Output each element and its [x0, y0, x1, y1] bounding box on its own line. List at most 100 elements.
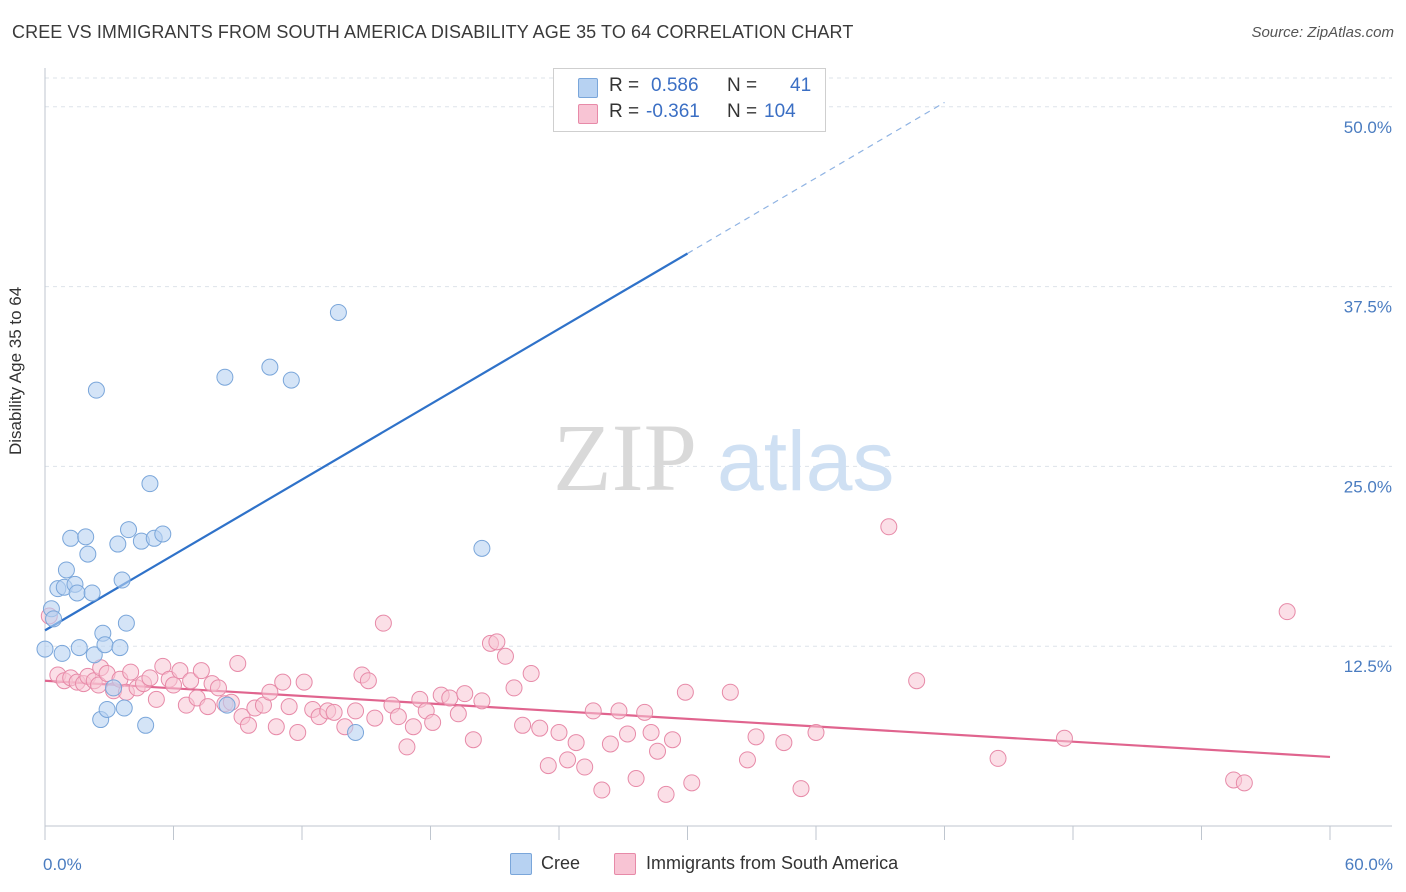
point-cree [53, 644, 71, 662]
watermark: ZIP atlas [553, 404, 894, 511]
point-south-america [593, 781, 611, 799]
point-south-america [514, 716, 532, 734]
legend-swatch-cree [578, 78, 598, 98]
point-south-america [1278, 603, 1296, 621]
x-tick-label: 60.0% [1345, 855, 1393, 874]
point-south-america [1235, 774, 1253, 792]
point-cree [282, 371, 300, 389]
point-cree [83, 584, 101, 602]
point-south-america [539, 757, 557, 775]
point-south-america [676, 683, 694, 701]
x-tick-label: 0.0% [43, 855, 82, 874]
x-tick-labels: 0.0% 60.0% [43, 855, 1393, 874]
y-tick-label: 37.5% [1344, 298, 1392, 317]
point-south-america [610, 702, 628, 720]
point-cree [347, 724, 365, 741]
chart-title: CREE VS IMMIGRANTS FROM SOUTH AMERICA DI… [12, 22, 854, 42]
point-cree [87, 381, 105, 399]
point-cree [85, 646, 103, 664]
point-south-america [657, 785, 675, 803]
point-cree [216, 368, 234, 386]
point-cree [261, 358, 279, 376]
point-south-america [171, 662, 189, 680]
point-south-america [567, 734, 585, 752]
point-south-america [449, 705, 467, 723]
point-south-america [404, 718, 422, 736]
point-cree [98, 700, 116, 718]
bottom-legend-swatch-south-america [614, 853, 636, 875]
point-south-america [496, 647, 514, 665]
point-south-america [141, 669, 159, 687]
point-cree [154, 525, 172, 543]
point-south-america [295, 673, 313, 691]
point-south-america [122, 663, 140, 681]
point-south-america [192, 662, 210, 680]
point-south-america [289, 724, 307, 741]
point-cree [36, 640, 54, 658]
bottom-legend-label-cree: Cree [541, 853, 581, 873]
legend-r-value: -0.361 [646, 101, 700, 122]
point-south-america [280, 698, 298, 716]
point-south-america [721, 683, 739, 701]
point-south-america [775, 734, 793, 752]
bottom-legend-label-south-america: Immigrants from South America [646, 853, 899, 873]
y-tick-label: 50.0% [1344, 118, 1392, 137]
legend-n-value: 104 [764, 101, 796, 122]
point-south-america [347, 702, 365, 720]
trend-line-cree [44, 252, 689, 632]
point-south-america [576, 758, 594, 776]
grid-lines [45, 77, 1392, 647]
point-cree [45, 610, 63, 628]
point-cree [62, 529, 80, 547]
point-south-america [559, 751, 577, 769]
point-cree [111, 639, 129, 657]
point-south-america [1055, 729, 1073, 747]
point-cree [329, 303, 347, 321]
point-south-america [908, 672, 926, 690]
point-cree [96, 636, 114, 654]
point-south-america [649, 742, 667, 760]
point-south-america [274, 673, 292, 691]
point-south-america [209, 679, 227, 697]
point-cree [117, 614, 135, 632]
y-tick-label: 12.5% [1344, 657, 1392, 676]
legend-r-label: R = [609, 75, 640, 96]
axes [44, 68, 1392, 840]
point-cree [109, 535, 127, 553]
point-south-america [165, 676, 182, 694]
y-axis-label: Disability Age 35 to 64 [6, 286, 25, 455]
point-cree [105, 679, 123, 697]
legend-r-value: 0.586 [651, 75, 699, 96]
point-south-america [989, 749, 1007, 767]
point-south-america [239, 716, 257, 734]
point-south-america [531, 719, 549, 737]
point-south-america [792, 780, 810, 798]
point-south-america [374, 614, 392, 632]
point-south-america [147, 690, 165, 708]
point-south-america [627, 770, 645, 788]
point-cree [57, 561, 75, 579]
point-cree [115, 699, 133, 717]
legend-n-label: N = [727, 101, 758, 122]
bottom-legend-swatch-cree [510, 853, 532, 875]
point-south-america [880, 518, 898, 536]
point-cree [120, 521, 138, 539]
correlation-legend: R = 0.586 N = 41 R = -0.361 N = 104 [553, 68, 826, 132]
point-cree [473, 539, 491, 557]
point-south-america [464, 731, 482, 749]
legend-n-label: N = [727, 75, 758, 96]
point-south-america [738, 751, 756, 769]
point-south-america [267, 718, 285, 736]
point-south-america [359, 672, 377, 690]
point-south-america [584, 702, 602, 720]
legend-n-value: 41 [790, 75, 812, 96]
point-cree [218, 696, 236, 714]
legend-r-label: R = [609, 101, 640, 122]
point-south-america [325, 703, 343, 721]
point-south-america [807, 724, 825, 741]
trend-line-south-america [44, 679, 1331, 759]
point-south-america [664, 731, 682, 749]
point-south-america [636, 703, 654, 721]
point-south-america [398, 738, 416, 756]
